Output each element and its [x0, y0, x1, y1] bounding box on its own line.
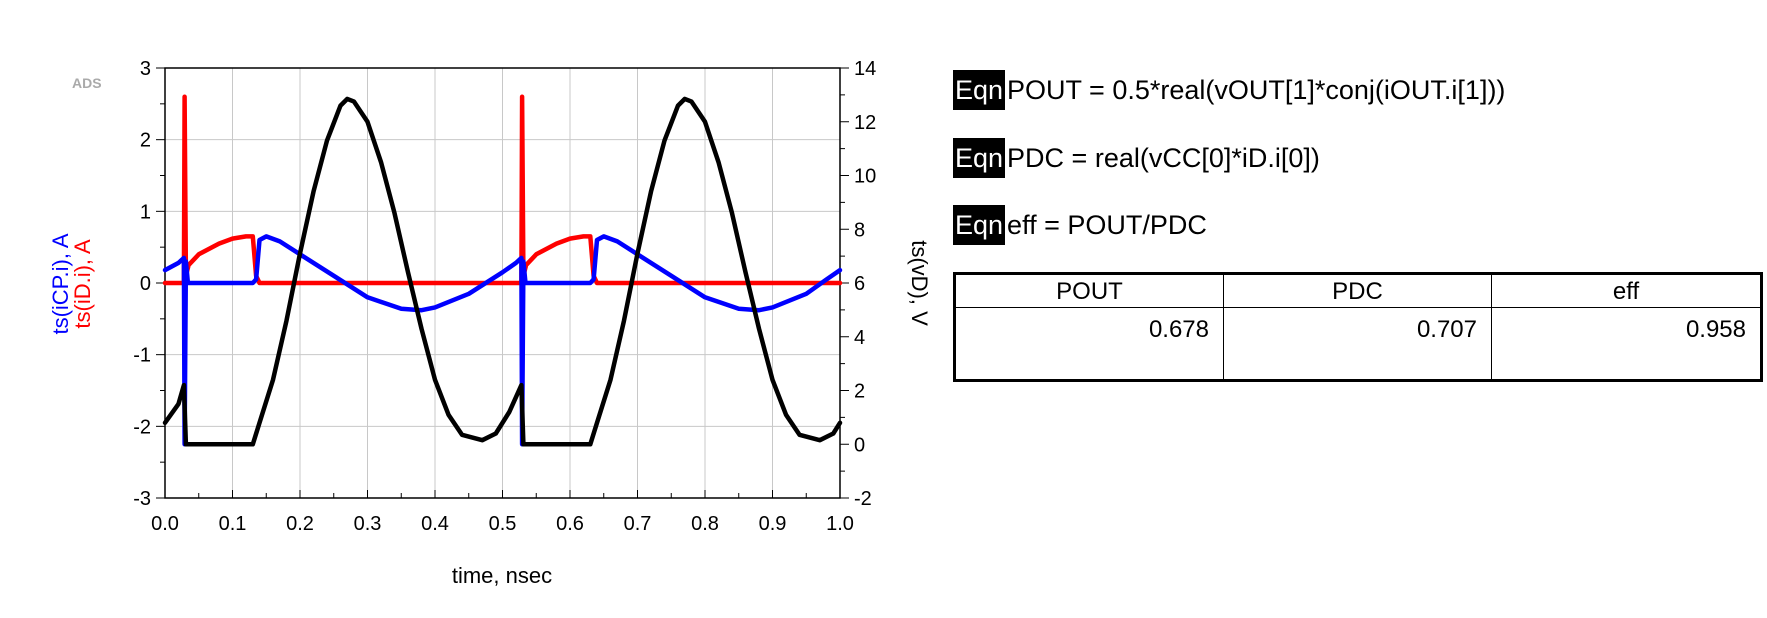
y-right-tick-label: 10 — [854, 166, 876, 188]
equation-pdc: Eqn PDC = real(vCC[0]*iD.i[0]) — [953, 138, 1320, 178]
x-tick-label: 0.7 — [624, 513, 652, 535]
axis-ticks: 0.0 0.1 0.2 0.3 0.4 0.5 0.6 0.7 0.8 0.9 1.0 -3 -2 -1 0… — [133, 58, 876, 535]
x-tick-label: 0.5 — [489, 513, 517, 535]
equation-eff: Eqn eff = POUT/PDC — [953, 205, 1207, 245]
y-right-tick-label: 8 — [854, 219, 865, 241]
y-right-tick-label: 12 — [854, 112, 876, 134]
x-tick-label: 0.6 — [556, 513, 584, 535]
y-right-label: ts(vD), V — [907, 240, 930, 326]
x-tick-label: 0.9 — [759, 513, 787, 535]
header-eff: eff — [1492, 275, 1760, 308]
x-tick-label: 0.0 — [151, 513, 179, 535]
y-left-tick-label: 3 — [140, 58, 151, 80]
y-left-label-id: ts(iD.i), A — [70, 239, 95, 329]
y-left-tick-label: 0 — [140, 273, 151, 295]
y-right-tick-label: 6 — [854, 273, 865, 295]
value-pdc: 0.707 — [1224, 308, 1492, 379]
eqn-tag: Eqn — [953, 138, 1006, 178]
y-left-tick-label: -3 — [133, 488, 151, 510]
y-right-tick-label: 4 — [854, 327, 865, 349]
time-domain-chart: 0.0 0.1 0.2 0.3 0.4 0.5 0.6 0.7 0.8 0.9 1.0 -3 -2 -1 0… — [48, 58, 930, 588]
x-tick-label: 0.1 — [219, 513, 247, 535]
y-left-tick-label: -1 — [133, 345, 151, 367]
series-line-ts-id-i-a — [162, 94, 843, 286]
y-left-tick-label: 1 — [140, 201, 151, 223]
x-tick-label: 0.8 — [691, 513, 719, 535]
series-line-ts-icp-i-a — [162, 234, 843, 447]
equation-pout: Eqn POUT = 0.5*real(vOUT[1]*conj(iOUT.i[… — [953, 70, 1505, 110]
left-axis-labels: ts(iCP.i), A ts(iD.i), A — [48, 233, 95, 334]
eqn-tag: Eqn — [953, 70, 1006, 110]
equation-text: eff = POUT/PDC — [1007, 210, 1207, 240]
y-left-tick-label: 2 — [140, 130, 151, 152]
y-right-tick-label: 2 — [854, 381, 865, 403]
equation-text: PDC = real(vCC[0]*iD.i[0]) — [1007, 143, 1320, 173]
x-axis-label: time, nsec — [452, 563, 552, 588]
y-left-tick-label: -2 — [133, 416, 151, 438]
value-pout: 0.678 — [956, 308, 1224, 379]
series-line-ts-vd-v — [162, 96, 843, 447]
eqn-tag: Eqn — [953, 205, 1006, 245]
results-table: POUT PDC eff 0.678 0.707 0.958 — [953, 272, 1763, 382]
watermark: ADS — [72, 75, 102, 91]
x-tick-label: 0.2 — [286, 513, 314, 535]
y-right-tick-label: -2 — [854, 488, 872, 510]
header-pdc: PDC — [1224, 275, 1492, 308]
value-eff: 0.958 — [1685, 316, 1746, 343]
x-tick-label: 1.0 — [826, 513, 854, 535]
x-tick-label: 0.3 — [354, 513, 382, 535]
series — [162, 94, 843, 447]
header-pout: POUT — [956, 275, 1224, 308]
y-right-tick-label: 0 — [854, 434, 865, 456]
x-tick-label: 0.4 — [421, 513, 449, 535]
y-right-tick-label: 14 — [854, 58, 876, 80]
equation-text: POUT = 0.5*real(vOUT[1]*conj(iOUT.i[1])) — [1007, 75, 1506, 105]
y-left-label-icp: ts(iCP.i), A — [48, 233, 73, 334]
